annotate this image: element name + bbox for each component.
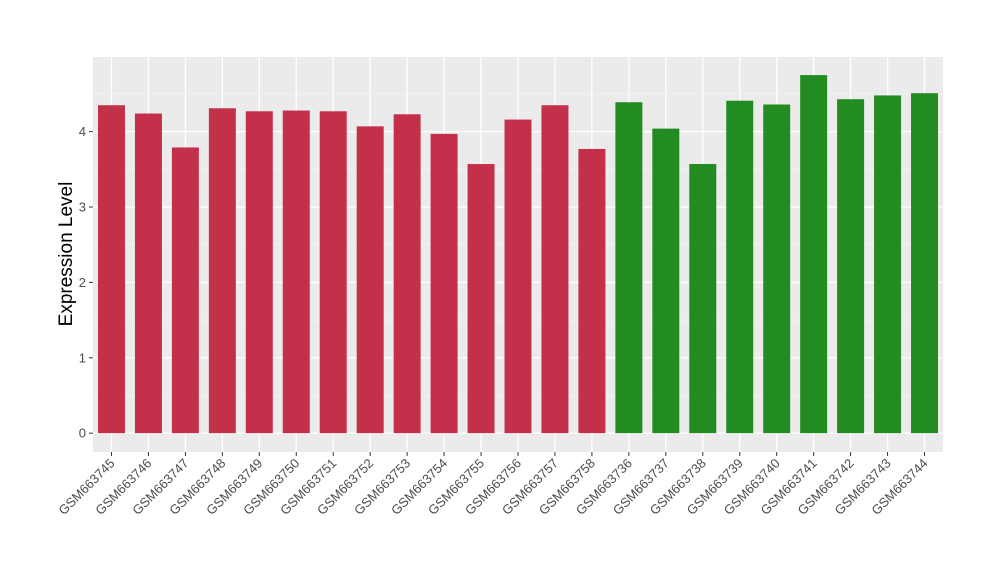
bar-GSM663741 [800,75,828,434]
bar-GSM663748 [208,108,236,434]
bar-GSM663756 [504,119,532,434]
bar-GSM663754 [430,133,458,434]
y-axis-label: Expression Level [56,182,77,327]
bar-GSM663757 [541,105,569,434]
y-tick-label: 2 [79,275,86,290]
bar-GSM663744 [911,93,939,434]
bar-GSM663752 [356,126,384,434]
bar-GSM663747 [171,147,199,434]
bar-GSM663743 [874,95,902,434]
bar-GSM663751 [319,111,347,434]
y-tick-label: 0 [79,426,86,441]
bar-GSM663753 [393,114,421,434]
bar-GSM663738 [689,164,717,434]
bar-GSM663749 [245,111,273,434]
bar-GSM663742 [837,99,865,434]
y-tick-label: 3 [79,200,86,215]
bar-GSM663746 [134,113,162,434]
bar-GSM663745 [97,105,125,434]
bar-GSM663750 [282,110,310,434]
bar-GSM663758 [578,148,606,434]
y-tick-label: 4 [79,124,86,139]
bar-GSM663737 [652,128,680,434]
bar-GSM663736 [615,102,643,434]
y-tick-label: 1 [79,350,86,365]
bar-GSM663739 [726,100,754,434]
bar-GSM663740 [763,104,791,434]
bar-GSM663755 [467,164,495,434]
